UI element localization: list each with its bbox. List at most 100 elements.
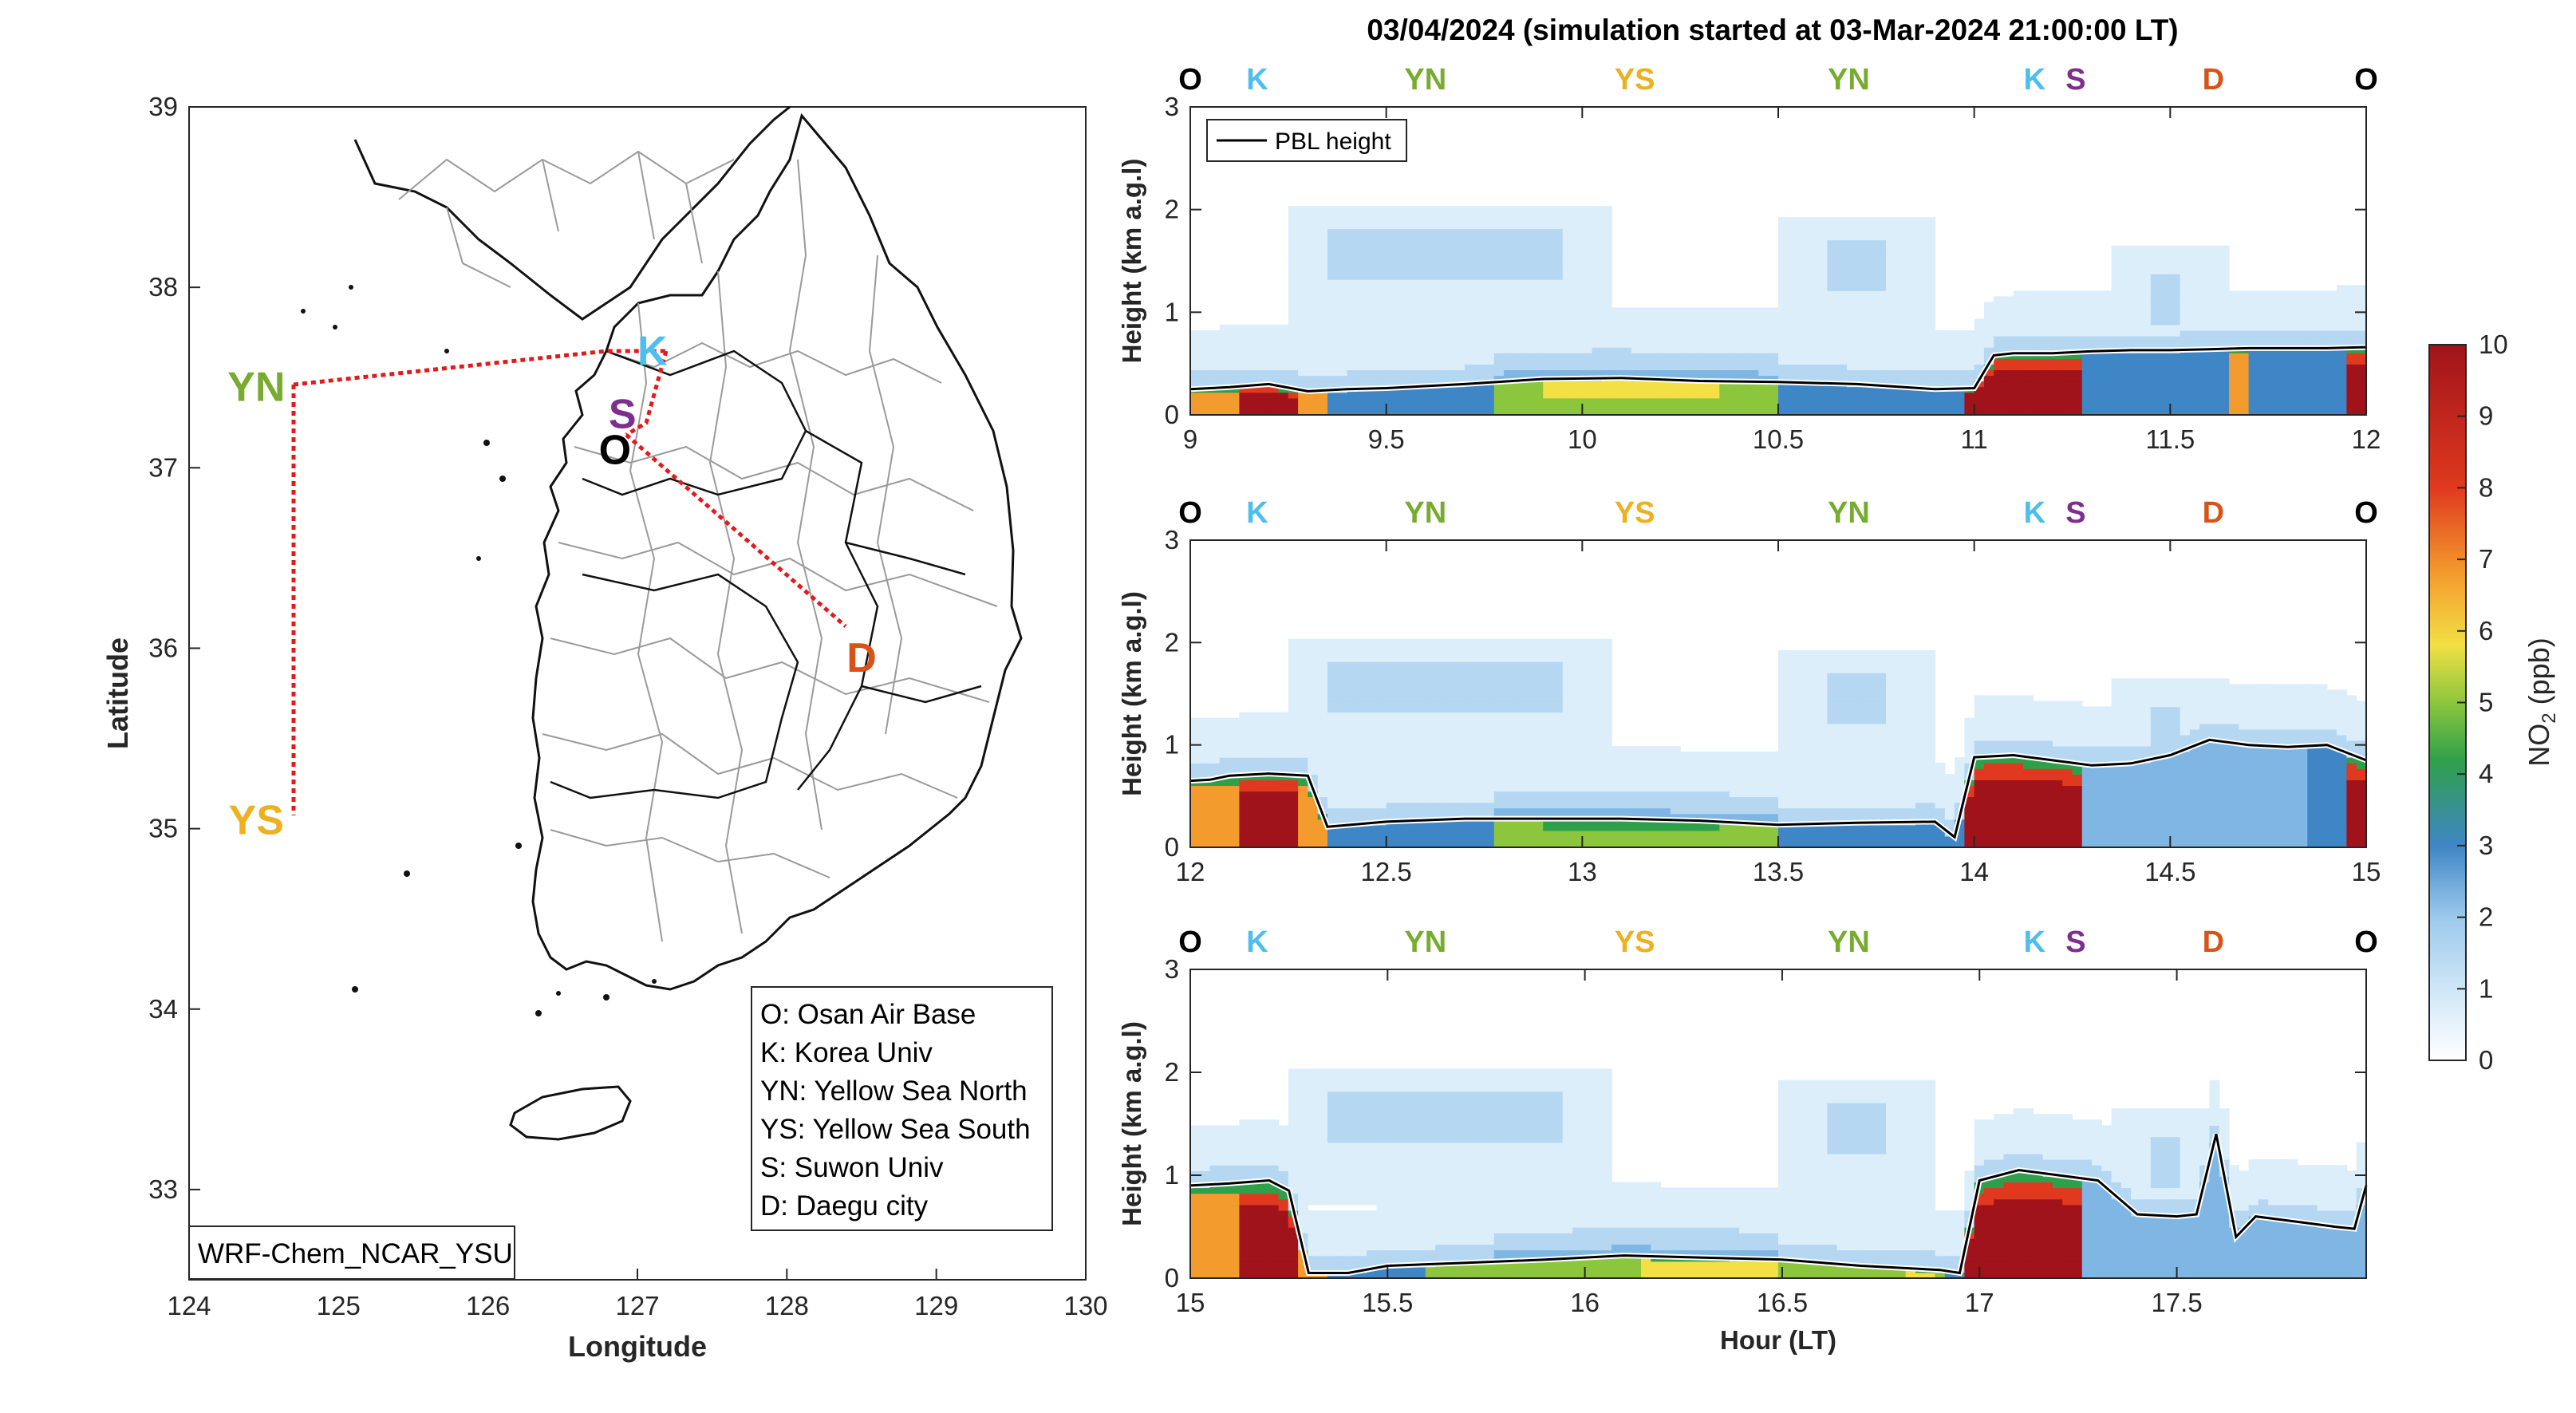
no2-cell <box>1337 745 1348 752</box>
no2-cell <box>1415 239 1426 247</box>
no2-cell <box>1866 290 1877 297</box>
no2-cell <box>1680 403 1691 410</box>
no2-cell <box>1288 650 1299 657</box>
no2-cell <box>1425 830 1436 837</box>
no2-cell <box>1367 752 1377 758</box>
no2-cell <box>1807 239 1818 247</box>
no2-cell <box>2092 409 2102 416</box>
no2-cell <box>1905 381 1916 388</box>
no2-cell <box>1464 262 1475 269</box>
no2-cell <box>1425 695 1436 702</box>
no2-cell <box>1601 251 1612 258</box>
no2-cell <box>1347 392 1358 399</box>
no2-cell <box>1367 835 1377 843</box>
no2-cell <box>1376 841 1387 848</box>
no2-cell <box>1190 728 1201 736</box>
no2-cell <box>1768 409 1779 416</box>
no2-cell <box>1572 785 1583 792</box>
no2-cell <box>2052 369 2063 377</box>
no2-cell <box>1827 262 1838 269</box>
no2-cell <box>2219 318 2230 326</box>
no2-cell <box>1474 279 1485 286</box>
no2-cell <box>1876 353 1887 359</box>
no2-cell <box>1445 403 1456 410</box>
no2-cell <box>1543 791 1554 798</box>
no2-cell <box>1807 330 1818 337</box>
no2-cell <box>1827 307 1838 314</box>
no2-cell <box>1788 302 1799 309</box>
no2-cell <box>2337 364 2348 370</box>
no2-cell <box>1493 780 1505 786</box>
no2-cell <box>1406 223 1417 230</box>
no2-cell <box>1905 375 1916 382</box>
no2-cell <box>1710 335 1720 342</box>
no2-cell <box>1552 206 1564 212</box>
no2-cell <box>1543 723 1554 730</box>
no2-cell <box>1582 274 1593 280</box>
no2-cell <box>1817 274 1828 280</box>
no2-cell <box>2219 330 2230 337</box>
no2-cell <box>1807 234 1818 241</box>
no2-cell <box>1582 835 1593 843</box>
no2-cell <box>1396 830 1406 837</box>
no2-cell <box>1719 324 1730 331</box>
no2-cell <box>1876 279 1887 286</box>
no2-cell <box>2209 397 2220 405</box>
no2-cell <box>1190 813 1201 820</box>
no2-cell <box>1396 239 1406 247</box>
no2-cell <box>2258 302 2269 309</box>
no2-cell <box>1454 689 1466 697</box>
no2-cell <box>1386 650 1397 657</box>
no2-cell <box>1493 409 1505 416</box>
no2-cell <box>1905 279 1916 286</box>
no2-cell <box>1493 206 1505 212</box>
no2-cell <box>1317 369 1328 377</box>
no2-cell <box>1219 375 1230 382</box>
no2-cell <box>1944 409 1955 416</box>
no2-cell <box>1533 296 1544 303</box>
no2-cell <box>1454 330 1466 337</box>
no2-cell <box>1562 656 1573 662</box>
no2-cell <box>1523 830 1534 837</box>
no2-cell <box>1925 307 1936 314</box>
no2-cell <box>2307 318 2318 326</box>
no2-cell <box>2042 381 2053 388</box>
no2-cell <box>1454 752 1466 758</box>
no2-cell <box>1337 364 1348 370</box>
no2-cell <box>1425 673 1436 679</box>
no2-cell <box>2013 341 2024 348</box>
no2-cell <box>1445 796 1456 803</box>
no2-cell <box>1278 723 1289 730</box>
no2-cell <box>1601 667 1612 673</box>
no2-cell <box>2209 353 2220 359</box>
no2-cell <box>1876 403 1887 410</box>
no2-cell <box>1513 347 1525 353</box>
no2-cell <box>1367 375 1377 382</box>
no2-cell <box>1327 285 1338 291</box>
no2-cell <box>1670 392 1681 399</box>
no2-cell <box>2111 364 2122 370</box>
no2-cell <box>1562 341 1573 348</box>
no2-cell <box>1896 318 1907 326</box>
no2-cell <box>1337 296 1348 303</box>
no2-cell <box>1190 392 1201 399</box>
no2-cell <box>1493 841 1505 848</box>
no2-cell <box>1592 279 1603 286</box>
no2-cell <box>1415 290 1426 297</box>
no2-cell <box>1886 268 1896 274</box>
no2-cell <box>2189 262 2200 269</box>
no2-cell <box>1768 358 1779 365</box>
no2-cell <box>1994 369 2005 377</box>
no2-cell <box>1758 324 1769 331</box>
no2-cell <box>1484 728 1495 736</box>
no2-cell <box>1435 375 1446 382</box>
no2-cell <box>1317 268 1328 274</box>
no2-cell <box>2131 375 2142 382</box>
no2-cell <box>1268 728 1280 736</box>
no2-cell <box>2131 369 2142 377</box>
no2-cell <box>1308 223 1319 230</box>
no2-cell <box>1758 403 1769 410</box>
no2-cell <box>1955 409 1965 416</box>
no2-cell <box>1493 785 1505 792</box>
no2-cell <box>2023 347 2034 353</box>
